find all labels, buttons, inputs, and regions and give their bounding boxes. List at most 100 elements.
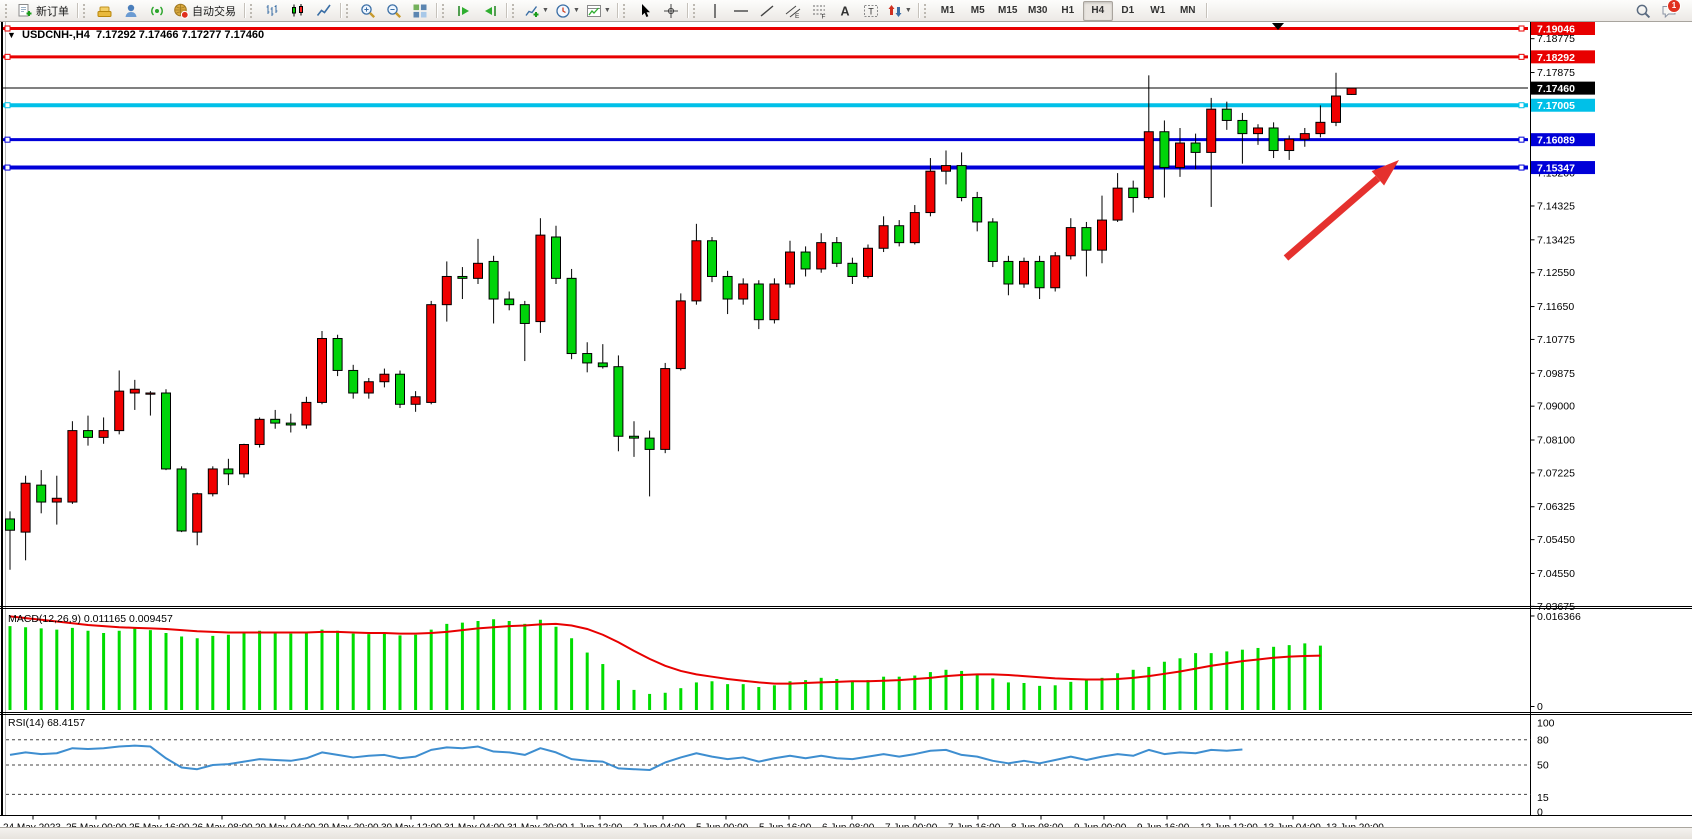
candle-body: [1065, 227, 1076, 257]
chat-button[interactable]: 1: [1656, 0, 1682, 22]
time-label: 29 May 20:00: [318, 823, 379, 828]
candle-body: [722, 275, 733, 300]
macd-indicator-label: MACD(12,26,9) 0.011165 0.009457: [8, 613, 173, 625]
candle-body: [1175, 142, 1185, 168]
candle-body: [707, 240, 717, 277]
notification-badge: 1: [1667, 0, 1681, 13]
candle-body: [1081, 227, 1092, 251]
candle-body: [769, 283, 780, 321]
panel-splitters[interactable]: [0, 606, 1692, 715]
channel-icon: E: [785, 3, 801, 19]
candle-body: [800, 251, 811, 270]
search-button[interactable]: [1630, 0, 1656, 22]
indicators-button[interactable]: ▼: [521, 0, 552, 22]
chart-bars-button[interactable]: [259, 0, 285, 22]
toolbar-grip: [250, 3, 256, 18]
timeframe-button-m15[interactable]: M15: [998, 5, 1018, 16]
candle-body: [753, 283, 764, 321]
chart-shift-button[interactable]: [477, 0, 503, 22]
candle-body: [1112, 187, 1123, 221]
candle-body: [816, 242, 827, 270]
new-order-icon: [17, 3, 33, 19]
trendline-icon: [759, 3, 775, 19]
fibonacci-icon: F: [811, 3, 827, 19]
new-order-button[interactable]: 新订单: [14, 0, 74, 22]
auto-scroll-button[interactable]: [451, 0, 477, 22]
periods-button[interactable]: ▼: [552, 0, 583, 22]
arrows-button[interactable]: ▼: [884, 0, 915, 22]
toolbar-separator: [436, 3, 438, 18]
price-badges: 7.19046 7.18292 7.17460 7.17005 7.16089 7.153…: [1531, 22, 1595, 175]
hline-button[interactable]: [728, 0, 754, 22]
candle-body: [145, 392, 156, 395]
candle-body: [317, 338, 327, 403]
candle-body: [519, 304, 530, 324]
chart-canvas[interactable]: 7.187757.178757.152007.143257.134257.125…: [0, 22, 1692, 827]
autotrade-button[interactable]: 自动交易: [170, 0, 241, 22]
price-axis-ticks[interactable]: 7.187757.178757.152007.143257.134257.125…: [1530, 33, 1576, 613]
chart-region[interactable]: ▼ USDCNH-,H4 7.17292 7.17466 7.17277 7.1…: [0, 22, 1692, 827]
trendline-button[interactable]: [754, 0, 780, 22]
templates-dropdown-caret[interactable]: ▼: [603, 7, 611, 14]
time-label: 2 Jun 04:00: [633, 823, 686, 828]
cursor-button[interactable]: [632, 0, 658, 22]
vline-button[interactable]: [702, 0, 728, 22]
svg-text:7.17005: 7.17005: [1537, 100, 1575, 112]
arrows-dropdown-caret[interactable]: ▼: [904, 7, 912, 14]
candle-body: [925, 170, 936, 214]
timeframe-button-m30[interactable]: M30: [1028, 5, 1048, 16]
timeframe-button-w1[interactable]: W1: [1150, 5, 1166, 16]
fibonacci-button[interactable]: F: [806, 0, 832, 22]
candle-body: [1331, 95, 1341, 123]
timeframe-button-m5[interactable]: M5: [970, 5, 985, 16]
candle-body: [363, 381, 374, 394]
zoom-in-button[interactable]: [355, 0, 381, 22]
status-bar: [0, 827, 1692, 839]
timeframe-button-d1[interactable]: D1: [1121, 5, 1135, 16]
tile-windows-icon: [412, 3, 428, 19]
text-label-button[interactable]: T: [858, 0, 884, 22]
candle-body: [1143, 131, 1154, 199]
timeframe-button-h1[interactable]: H1: [1061, 5, 1075, 16]
zoom-out-button[interactable]: [381, 0, 407, 22]
annotation-arrow[interactable]: [1283, 160, 1399, 261]
svg-text:7.18775: 7.18775: [1537, 33, 1575, 45]
timeframe-button-m1[interactable]: M1: [940, 5, 955, 16]
text-icon: A: [837, 3, 853, 19]
templates-button[interactable]: ▼: [583, 0, 614, 22]
channel-button[interactable]: E: [780, 0, 806, 22]
signal-button[interactable]: [144, 0, 170, 22]
tile-windows-button[interactable]: [407, 0, 433, 22]
crosshair-button[interactable]: [658, 0, 684, 22]
price-badge: [1531, 81, 1595, 95]
templates-icon: [586, 3, 602, 19]
text-button[interactable]: A: [832, 0, 858, 22]
candle-body: [894, 225, 905, 244]
periods-dropdown-caret[interactable]: ▼: [572, 7, 580, 14]
community-button[interactable]: [118, 0, 144, 22]
toolbar-separator: [1205, 3, 1208, 18]
time-label: 25 May 00:00: [66, 823, 127, 828]
svg-text:7.12550: 7.12550: [1537, 267, 1575, 279]
price-badge: [1531, 133, 1595, 147]
chart-candles-button[interactable]: [285, 0, 311, 22]
rsi-indicator-label: RSI(14) 68.4157: [8, 717, 86, 729]
candle-body: [691, 240, 702, 302]
timeframe-button-mn[interactable]: MN: [1179, 5, 1196, 16]
time-label: 7 Jun 16:00: [948, 823, 1001, 828]
candle-body: [909, 212, 920, 244]
time-label: 5 Jun 16:00: [759, 823, 812, 828]
gold-button[interactable]: [92, 0, 118, 22]
symbol-dropdown-icon[interactable]: ▼: [7, 30, 16, 40]
time-axis[interactable]: 24 May 2023 25 May 00:0025 May 16:0026 Ma…: [3, 815, 1384, 828]
candle-body: [551, 236, 561, 279]
chart-line-icon: [316, 3, 332, 19]
svg-text:50: 50: [1537, 760, 1549, 772]
toolbar-grip: [346, 3, 352, 18]
chart-line-button[interactable]: [311, 0, 337, 22]
timeframe-button-h4[interactable]: H4: [1082, 0, 1113, 21]
ray-anchor: [1518, 25, 1525, 32]
candle-body: [972, 197, 983, 223]
indicators-dropdown-caret[interactable]: ▼: [542, 7, 549, 14]
candle-body: [348, 369, 359, 394]
